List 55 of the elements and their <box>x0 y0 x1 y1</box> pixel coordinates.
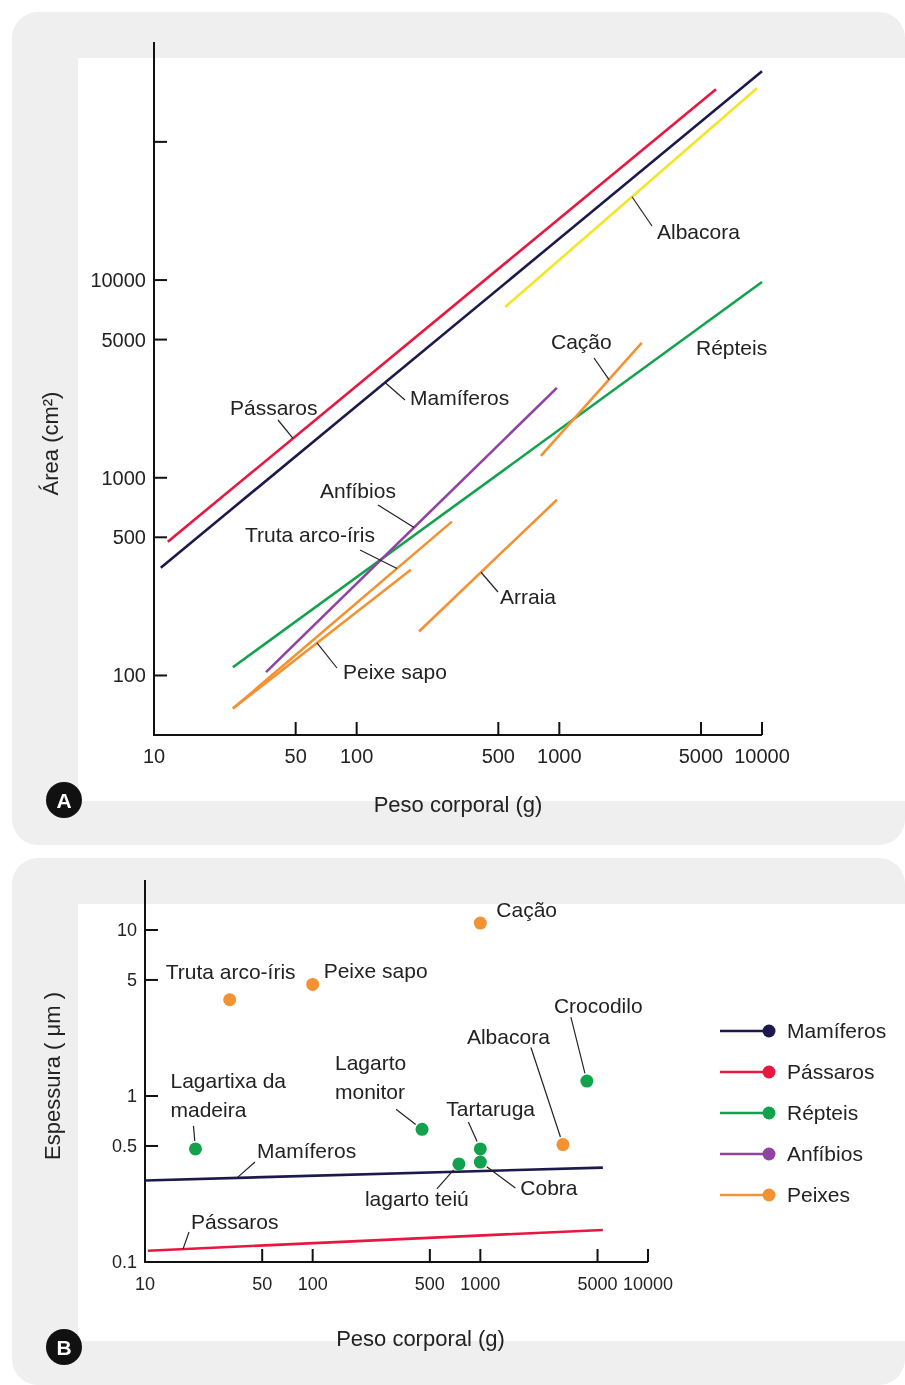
annotation: Peixe sapo <box>323 959 428 983</box>
x-tick-label: 100 <box>339 745 374 767</box>
annotation: Cobra <box>520 1176 578 1200</box>
annotation: lagarto teiú <box>364 1186 469 1210</box>
x-tick-label: 10000 <box>622 1274 674 1294</box>
legend-label: Anfíbios <box>787 1142 863 1166</box>
x-tick-label: 500 <box>481 745 516 767</box>
legend-label: Répteis <box>787 1101 859 1125</box>
y-tick-label: 5 <box>126 970 137 991</box>
y-tick-label: 10 <box>116 920 137 941</box>
annotation: Cação <box>496 898 558 922</box>
x-tick-label: 100 <box>297 1274 328 1294</box>
x-tick-label: 50 <box>252 1274 273 1294</box>
series-label: Arraia <box>500 585 557 608</box>
y-tick-label: 5000 <box>101 328 146 351</box>
x-tick-label: 10000 <box>734 745 790 767</box>
x-axis-title: Peso corporal (g) <box>336 1326 505 1351</box>
x-tick-label: 10 <box>142 745 166 767</box>
text: Pássaros <box>191 1210 279 1233</box>
series-label: Truta arco-íris <box>245 523 375 546</box>
legend-label: Mamíferos <box>787 1019 887 1043</box>
x-tick-label: 50 <box>284 745 307 767</box>
series-label: Pássaros <box>230 396 318 419</box>
y-tick-label: 1 <box>126 1086 137 1107</box>
annotation: Tartaruga <box>446 1096 536 1120</box>
x-tick-label: 5000 <box>678 745 724 767</box>
series-label: Mamíferos <box>410 386 510 409</box>
annotation: Truta arco-íris <box>165 959 296 983</box>
y-axis-title: Espessura ( μm ) <box>40 992 65 1160</box>
x-axis-title: Peso corporal (g) <box>373 792 543 817</box>
x-tick-label: 500 <box>414 1274 445 1294</box>
series-label: Répteis <box>696 336 768 359</box>
series-label: Peixe sapo <box>343 660 447 683</box>
y-tick-label: 0.1 <box>111 1252 137 1273</box>
annotation: Lagartixa da madeira <box>170 1068 287 1121</box>
series-label: Cação <box>551 330 612 353</box>
y-tick-label: 1000 <box>101 466 146 489</box>
series-label: Anfíbios <box>320 479 396 502</box>
text: Mamíferos <box>257 1139 357 1162</box>
series-label: Albacora <box>657 220 741 243</box>
x-tick-label: 1000 <box>460 1274 501 1294</box>
y-tick-label: 0.5 <box>111 1136 137 1157</box>
text: A <box>56 788 72 812</box>
y-tick-label: 100 <box>112 664 146 687</box>
y-tick-label: 10000 <box>90 269 146 292</box>
y-tick-label: 500 <box>112 526 146 549</box>
legend-label: Peixes <box>787 1183 851 1207</box>
legend-label: Pássaros <box>787 1060 875 1084</box>
annotation: Crocodilo <box>553 994 643 1018</box>
annotation: Albacora <box>466 1024 551 1048</box>
x-tick-label: 1000 <box>537 745 582 767</box>
annotation: Lagarto monitor <box>335 1051 407 1104</box>
text: B <box>56 1335 72 1359</box>
y-axis-title: Área (cm²) <box>38 391 63 496</box>
x-tick-label: 5000 <box>577 1274 618 1294</box>
